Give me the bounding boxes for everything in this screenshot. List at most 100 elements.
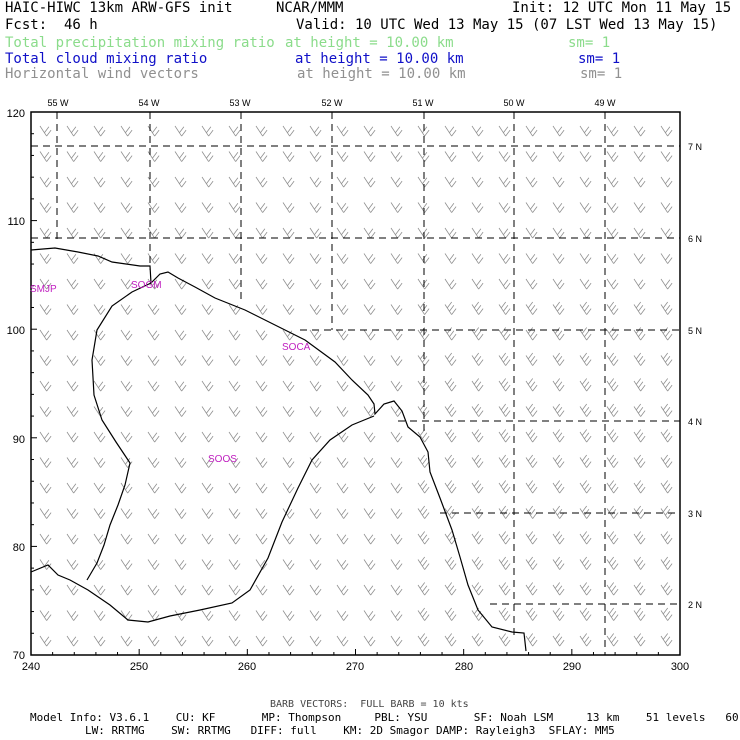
wind-barb <box>201 380 214 392</box>
wind-barb <box>660 301 673 315</box>
wind-barb <box>39 482 52 494</box>
field-wind-name: Horizontal wind vectors <box>5 66 199 82</box>
wind-barb <box>309 227 322 239</box>
wind-barb <box>39 253 52 264</box>
wind-barb <box>66 151 79 162</box>
wind-barb <box>120 176 133 188</box>
wind-barb <box>525 454 538 468</box>
wind-barb <box>498 454 511 468</box>
wind-barb <box>633 125 646 137</box>
wind-barb <box>282 482 295 494</box>
y-tick-110: 110 <box>7 216 25 228</box>
wind-barb <box>417 278 430 290</box>
wind-barb <box>660 327 673 341</box>
station-smjp: SMJP <box>30 284 57 295</box>
y-tick-120: 120 <box>7 108 25 120</box>
wind-barb <box>255 406 268 417</box>
wind-barb <box>633 301 646 315</box>
forecast-label: Fcst: <box>5 17 48 33</box>
wind-barb <box>336 278 349 290</box>
wind-barb <box>309 253 322 264</box>
station-soos: SOOS <box>208 454 237 465</box>
wind-barb <box>660 253 673 264</box>
wind-barb <box>174 457 187 468</box>
wind-barb <box>525 176 538 188</box>
wind-barb <box>66 533 79 545</box>
wind-barb <box>363 176 376 188</box>
wind-barb <box>120 380 133 392</box>
wind-barb <box>228 253 241 264</box>
station-sogm: SOGM <box>131 280 162 291</box>
wind-barb <box>579 403 592 417</box>
wind-barb <box>660 429 673 443</box>
wind-barb <box>471 151 484 162</box>
wind-barb <box>93 508 106 519</box>
wind-barb <box>633 151 646 162</box>
wind-barb <box>363 482 376 494</box>
wind-barb <box>66 635 79 647</box>
wind-barb <box>606 454 619 468</box>
lon-label-53w: 53 W <box>229 98 251 108</box>
wind-barb <box>660 125 673 137</box>
wind-barb <box>147 457 160 468</box>
wind-barb <box>363 635 376 647</box>
wind-barb <box>336 635 349 647</box>
y-tick-80: 80 <box>13 542 25 554</box>
x-tick-300: 300 <box>671 661 689 673</box>
wind-barb <box>282 559 295 570</box>
wind-barb <box>93 482 106 494</box>
wind-barb <box>606 202 619 213</box>
top-longitude-labels: 55 W 54 W 53 W 52 W 51 W 50 W 49 W <box>47 98 616 108</box>
wind-barb <box>282 329 295 341</box>
wind-barb <box>201 533 214 545</box>
wind-barb <box>417 607 430 621</box>
wind-barb <box>552 327 565 341</box>
wind-barb <box>39 125 52 137</box>
station-labels: SMJP SOGM SOCA SOOS <box>30 280 311 465</box>
wind-barb <box>66 584 79 596</box>
wind-barb <box>606 633 619 647</box>
field-cloud-level: at height = 10.00 km <box>295 51 464 67</box>
wind-barb <box>552 633 565 647</box>
wind-barb <box>336 355 349 366</box>
wind-barb <box>174 253 187 264</box>
wind-barb <box>201 635 214 647</box>
wind-barb <box>390 202 403 213</box>
wind-barb <box>633 327 646 341</box>
wind-barb <box>255 278 268 290</box>
wind-barb <box>417 403 430 417</box>
wind-barb <box>444 582 457 596</box>
wind-barb <box>120 151 133 162</box>
wind-barb <box>120 125 133 137</box>
lon-label-50w: 50 W <box>503 98 525 108</box>
wind-barb <box>444 378 457 392</box>
wind-barb <box>552 352 565 366</box>
wind-barb <box>93 457 106 468</box>
wind-barb <box>633 556 646 570</box>
wind-barb <box>201 125 214 137</box>
wind-barb <box>282 533 295 545</box>
wind-barb <box>93 278 106 290</box>
wind-barb <box>363 355 376 366</box>
wind-barb <box>363 329 376 341</box>
wind-barb <box>552 227 565 239</box>
wind-barb <box>309 431 322 443</box>
wind-barb <box>201 482 214 494</box>
wind-barb <box>471 505 484 519</box>
wind-barb <box>525 352 538 366</box>
wind-barb <box>579 505 592 519</box>
wind-barb <box>282 355 295 366</box>
wind-barb <box>39 457 52 468</box>
wind-barb <box>471 125 484 137</box>
wind-barb <box>390 380 403 392</box>
wind-barb <box>417 301 430 315</box>
wind-barb <box>552 582 565 596</box>
wind-barb <box>120 559 133 570</box>
wind-barb <box>633 202 646 213</box>
wind-barb <box>228 406 241 417</box>
y-tick-100: 100 <box>7 325 25 337</box>
wind-barb <box>444 253 457 264</box>
wind-barb <box>255 559 268 570</box>
wind-barb <box>282 278 295 290</box>
wind-barb <box>147 202 160 213</box>
